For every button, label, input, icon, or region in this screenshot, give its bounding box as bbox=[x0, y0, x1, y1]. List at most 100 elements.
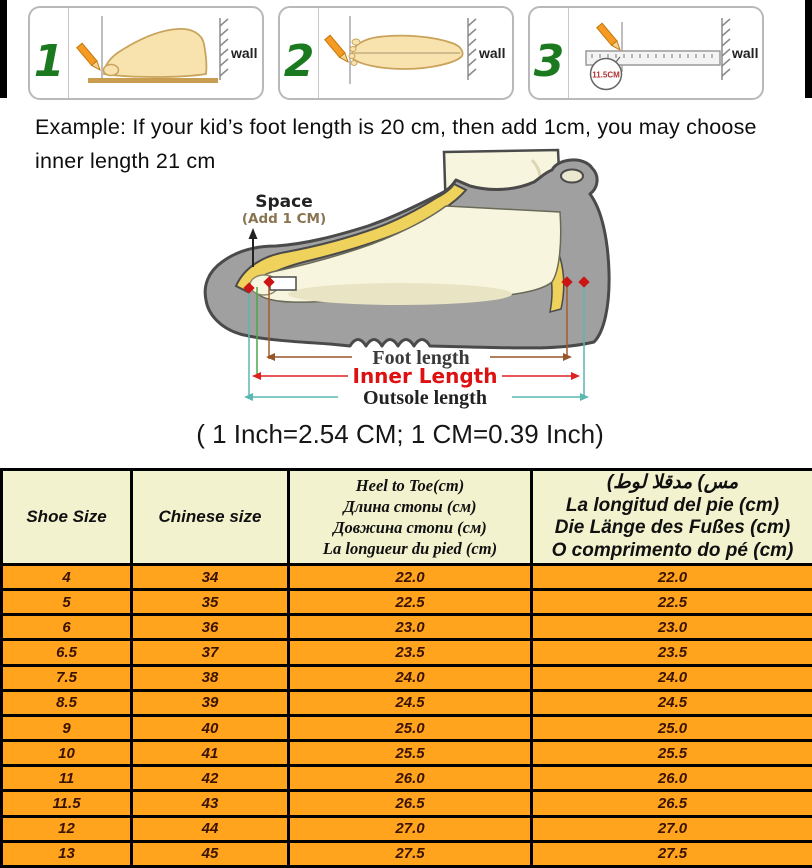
size-cell: 37 bbox=[130, 638, 290, 667]
size-cell: 27.0 bbox=[530, 814, 812, 843]
space-arrow-head bbox=[248, 228, 258, 239]
inner-length-label: Inner Length bbox=[353, 364, 498, 388]
foot-side-measure-icon: wall bbox=[76, 16, 257, 83]
size-cell: 26.0 bbox=[287, 764, 533, 793]
measurement-callout-circle bbox=[589, 57, 623, 91]
header-line: Длина стопы (см) bbox=[343, 497, 477, 516]
size-cell: 41 bbox=[130, 739, 290, 768]
size-cell: 36 bbox=[130, 613, 290, 642]
size-cell: 44 bbox=[130, 814, 290, 843]
size-cell: 5 bbox=[0, 588, 133, 617]
header-line: Heel to Toe(cm) bbox=[355, 476, 465, 495]
example-line-1: Example: If your kid’s foot length is 20… bbox=[35, 115, 757, 139]
wall-hatch bbox=[467, 18, 477, 80]
wall-label: wall bbox=[478, 45, 505, 61]
size-cell: 23.0 bbox=[530, 613, 812, 642]
step-number: 3 bbox=[533, 36, 565, 87]
size-cell: 6 bbox=[0, 613, 133, 642]
size-cell: 26.5 bbox=[287, 789, 533, 818]
measure-step-2-panel: 2 wall bbox=[278, 6, 514, 100]
size-cell: 23.0 bbox=[287, 613, 533, 642]
size-cell: 26.0 bbox=[530, 764, 812, 793]
wall-label: wall bbox=[230, 45, 257, 61]
size-table-header: Shoe Size Chinese size Heel to Toe(cm) Д… bbox=[0, 468, 812, 566]
size-cell: 35 bbox=[130, 588, 290, 617]
heel-tab-hole bbox=[560, 168, 584, 184]
size-cell: 27.5 bbox=[530, 839, 812, 868]
size-table-body: 4 34 22.0 22.0 5 35 22.5 22.5 6 36 23.0 23.0 6.5 37 23… bbox=[0, 562, 812, 868]
unit-conversion-note: ( 1 Inch=2.54 CM; 1 CM=0.39 Inch) bbox=[196, 419, 604, 449]
space-label: Space bbox=[255, 192, 313, 212]
size-cell: 24.0 bbox=[287, 663, 533, 692]
right-edge-strip bbox=[805, 0, 812, 98]
header-line: O comprimento do pé (cm) bbox=[551, 539, 794, 561]
size-cell: 12 bbox=[0, 814, 133, 843]
panel-divider bbox=[68, 8, 69, 98]
footprint-measure-icon: wall bbox=[324, 16, 505, 84]
foot-length-label: Foot length bbox=[372, 347, 469, 369]
pencil-icon bbox=[76, 42, 101, 72]
floor-bar bbox=[88, 78, 218, 83]
outsole-length-label: Outsole length bbox=[363, 387, 487, 409]
left-edge-strip bbox=[0, 0, 7, 98]
size-cell: 22.0 bbox=[287, 562, 533, 592]
table-row: 13 45 27.5 27.5 bbox=[0, 839, 812, 868]
panel-divider bbox=[568, 8, 569, 98]
table-row: 12 44 27.0 27.0 bbox=[0, 814, 812, 843]
example-text: Example: If your kid’s foot length is 20… bbox=[35, 110, 775, 178]
foot-shape bbox=[254, 205, 562, 303]
size-cell: 24.5 bbox=[530, 688, 812, 717]
size-cell: 27.0 bbox=[287, 814, 533, 843]
size-cell: 13 bbox=[0, 839, 133, 868]
pencil-icon bbox=[324, 34, 349, 64]
size-cell: 25.0 bbox=[530, 713, 812, 743]
size-cell: 10 bbox=[0, 739, 133, 768]
measure-marker-dots bbox=[243, 276, 590, 294]
toe-space-box bbox=[269, 276, 297, 291]
size-chart-table: Shoe Size Chinese size Heel to Toe(cm) Д… bbox=[0, 468, 812, 868]
size-cell: 11.5 bbox=[0, 789, 133, 818]
table-row: 11.5 43 26.5 26.5 bbox=[0, 789, 812, 818]
size-cell: 25.5 bbox=[530, 739, 812, 768]
wall-label: wall bbox=[731, 45, 758, 61]
size-cell: 25.0 bbox=[287, 713, 533, 743]
header-line: La longueur du pied (cm) bbox=[322, 539, 498, 558]
pencil-icon bbox=[596, 22, 621, 52]
size-cell: 45 bbox=[130, 839, 290, 868]
size-cell: 38 bbox=[130, 663, 290, 692]
wall-hatch bbox=[721, 18, 731, 80]
table-row: 6.5 37 23.5 23.5 bbox=[0, 638, 812, 667]
footprint-icon bbox=[351, 34, 464, 70]
size-cell: 24.5 bbox=[287, 688, 533, 717]
table-row: 4 34 22.0 22.0 bbox=[0, 562, 812, 592]
table-row: 9 40 25.0 25.0 bbox=[0, 713, 812, 743]
header-line: Довжина стопи (см) bbox=[333, 518, 487, 537]
header-foot-length-multilang: (طول القدم (سم La longitud del pie (cm) … bbox=[530, 468, 812, 566]
size-cell: 42 bbox=[130, 764, 290, 793]
header-heel-to-toe: Heel to Toe(cm) Длина стопы (см) Довжина… bbox=[287, 468, 533, 566]
size-cell: 9 bbox=[0, 713, 133, 743]
shoe-length-diagram: Space (Add 1 CM) Foot length Inner Lengt… bbox=[203, 148, 611, 409]
table-row: 5 35 22.5 22.5 bbox=[0, 588, 812, 617]
foot-sole-shading bbox=[288, 283, 512, 305]
table-row: 11 42 26.0 26.0 bbox=[0, 764, 812, 793]
wall-hatch bbox=[219, 18, 229, 80]
header-shoe-size: Shoe Size bbox=[0, 468, 133, 566]
size-cell: 22.0 bbox=[530, 562, 812, 592]
size-cell: 6.5 bbox=[0, 638, 133, 667]
measure-step-3-panel: 3 11.5CM bbox=[528, 6, 764, 100]
step-number: 1 bbox=[33, 36, 65, 87]
size-cell: 4 bbox=[0, 562, 133, 592]
size-cell: 27.5 bbox=[287, 839, 533, 868]
size-cell: 24.0 bbox=[530, 663, 812, 692]
size-cell: 22.5 bbox=[287, 588, 533, 617]
ruler-icon bbox=[585, 50, 721, 66]
example-line-2: inner length 21 cm bbox=[35, 149, 216, 173]
table-row: 7.5 38 24.0 24.0 bbox=[0, 663, 812, 692]
shoe-lining-yellow bbox=[234, 182, 468, 294]
step-number: 2 bbox=[283, 36, 315, 87]
size-cell: 23.5 bbox=[287, 638, 533, 667]
header-line: La longitud del pie (cm) bbox=[565, 494, 780, 516]
header-line-arabic: (طول القدم (سم bbox=[606, 472, 739, 493]
